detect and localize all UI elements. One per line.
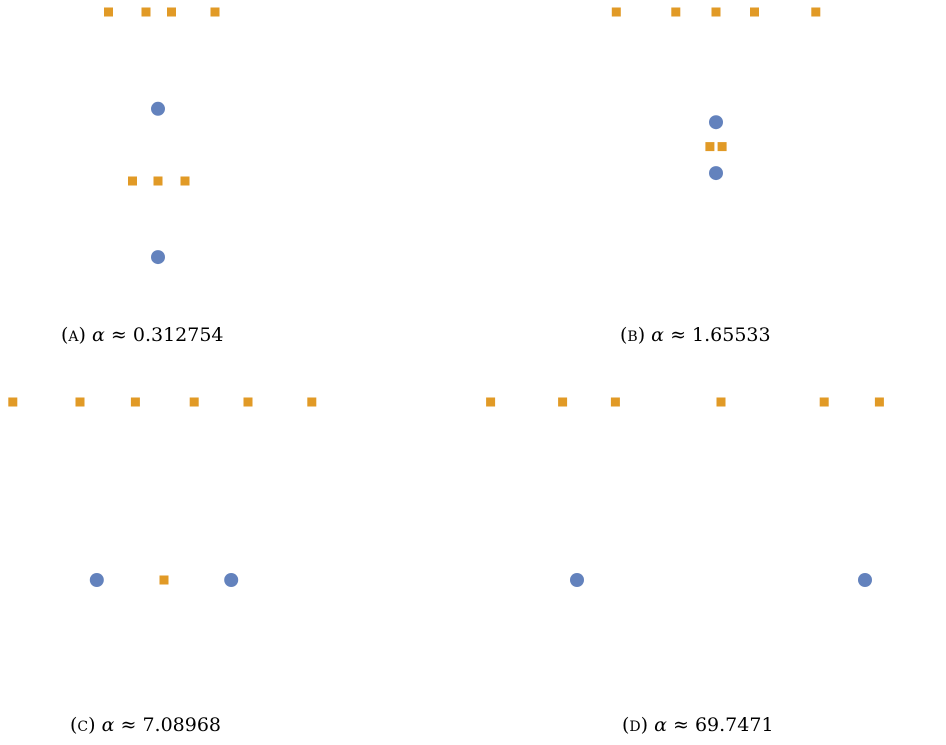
- panel-d: (D) α ≈ 69.7471: [486, 397, 884, 736]
- caption-b-value: 1.65533: [692, 324, 771, 346]
- panel-d-square-point-5: [819, 397, 829, 407]
- panel-b-marks: [611, 7, 821, 181]
- panel-c-square-point-5: [243, 397, 253, 407]
- caption-a-value: 0.312754: [133, 324, 224, 346]
- panel-a-square-point-2: [141, 7, 151, 17]
- panel-a-square-point-4: [210, 7, 220, 17]
- panel-b-square-point-2: [671, 7, 681, 17]
- panel-b-circle-point-2: [709, 166, 723, 181]
- panel-a-circle-point-1: [151, 101, 165, 116]
- panel-d-square-point-3: [610, 397, 620, 407]
- caption-c: (C) α ≈ 7.08968: [70, 714, 221, 736]
- panel-a-square-point-6: [153, 176, 163, 186]
- panel-c-square-point-7: [159, 575, 169, 585]
- panel-b: (B) α ≈ 1.65533: [611, 7, 821, 346]
- panel-d-square-point-1: [486, 397, 496, 407]
- caption-c-symbol: α: [102, 714, 115, 736]
- caption-d: (D) α ≈ 69.7471: [622, 714, 774, 736]
- panel-a-marks: [104, 7, 220, 265]
- panel-b-square-point-7: [717, 142, 727, 152]
- caption-c-label: C: [77, 719, 88, 735]
- panel-c-square-point-3: [130, 397, 140, 407]
- panel-b-square-point-3: [711, 7, 721, 17]
- caption-a: (A) α ≈ 0.312754: [61, 324, 224, 346]
- panel-c-circle-point-2: [224, 573, 239, 587]
- caption-d-symbol: α: [654, 714, 667, 736]
- panel-d-marks: [486, 397, 884, 587]
- panel-d-circle-point-1: [570, 573, 584, 587]
- panel-a-square-point-5: [128, 176, 137, 186]
- caption-c-value: 7.08968: [142, 714, 221, 736]
- panel-c-circle-point-1: [89, 573, 104, 587]
- caption-d-value: 69.7471: [695, 714, 774, 736]
- panel-c: (C) α ≈ 7.08968: [8, 397, 317, 736]
- caption-b-relation: ≈: [670, 324, 686, 346]
- panel-d-square-point-6: [874, 397, 884, 407]
- panel-b-square-point-6: [705, 142, 715, 152]
- panel-b-square-point-4: [750, 7, 759, 17]
- panel-a-square-point-1: [104, 7, 113, 17]
- panel-c-square-point-4: [189, 397, 199, 407]
- panel-d-circle-point-2: [858, 573, 872, 587]
- panel-c-square-point-2: [75, 397, 85, 407]
- panel-c-square-point-1: [8, 397, 18, 407]
- caption-a-symbol: α: [92, 324, 105, 346]
- panel-d-square-point-2: [558, 397, 568, 407]
- panel-a-circle-point-2: [151, 250, 165, 265]
- caption-b-symbol: α: [651, 324, 664, 346]
- caption-d-label: D: [629, 719, 640, 735]
- panel-c-marks: [8, 397, 317, 587]
- panel-b-circle-point-1: [709, 115, 723, 130]
- panel-a: (A) α ≈ 0.312754: [61, 7, 224, 346]
- panel-d-square-point-4: [716, 397, 726, 407]
- caption-a-relation: ≈: [111, 324, 127, 346]
- panel-a-square-point-7: [180, 176, 190, 186]
- panel-b-square-point-1: [611, 7, 621, 17]
- panel-a-square-point-3: [167, 7, 176, 17]
- caption-b-label: B: [627, 329, 637, 345]
- panel-b-square-point-5: [811, 7, 821, 17]
- caption-b: (B) α ≈ 1.65533: [620, 324, 771, 346]
- panel-c-square-point-6: [307, 397, 317, 407]
- caption-c-relation: ≈: [120, 714, 136, 736]
- caption-a-label: A: [67, 329, 79, 345]
- caption-d-relation: ≈: [673, 714, 689, 736]
